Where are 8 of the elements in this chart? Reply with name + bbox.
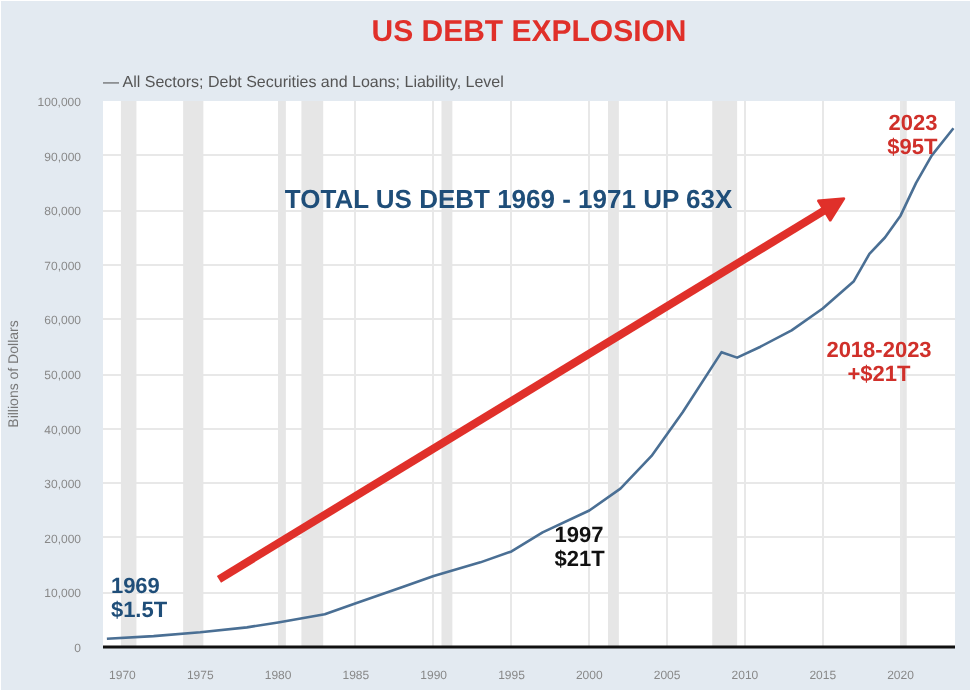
chart-subtitle: — All Sectors; Debt Securities and Loans; Liability, Level — [103, 73, 505, 91]
annotation: 2018-2023 +$21T — [826, 339, 932, 387]
annotation: 2023 $95T — [887, 112, 939, 161]
annotation: 1997 $21T — [554, 524, 606, 573]
chart-title: US DEBT EXPLOSION — [371, 15, 687, 49]
annotation: TOTAL US DEBT 1969 - 1971 UP 63X — [284, 184, 733, 214]
line-series — [105, 127, 955, 641]
annotation: 1969 $1.5T — [110, 574, 168, 623]
